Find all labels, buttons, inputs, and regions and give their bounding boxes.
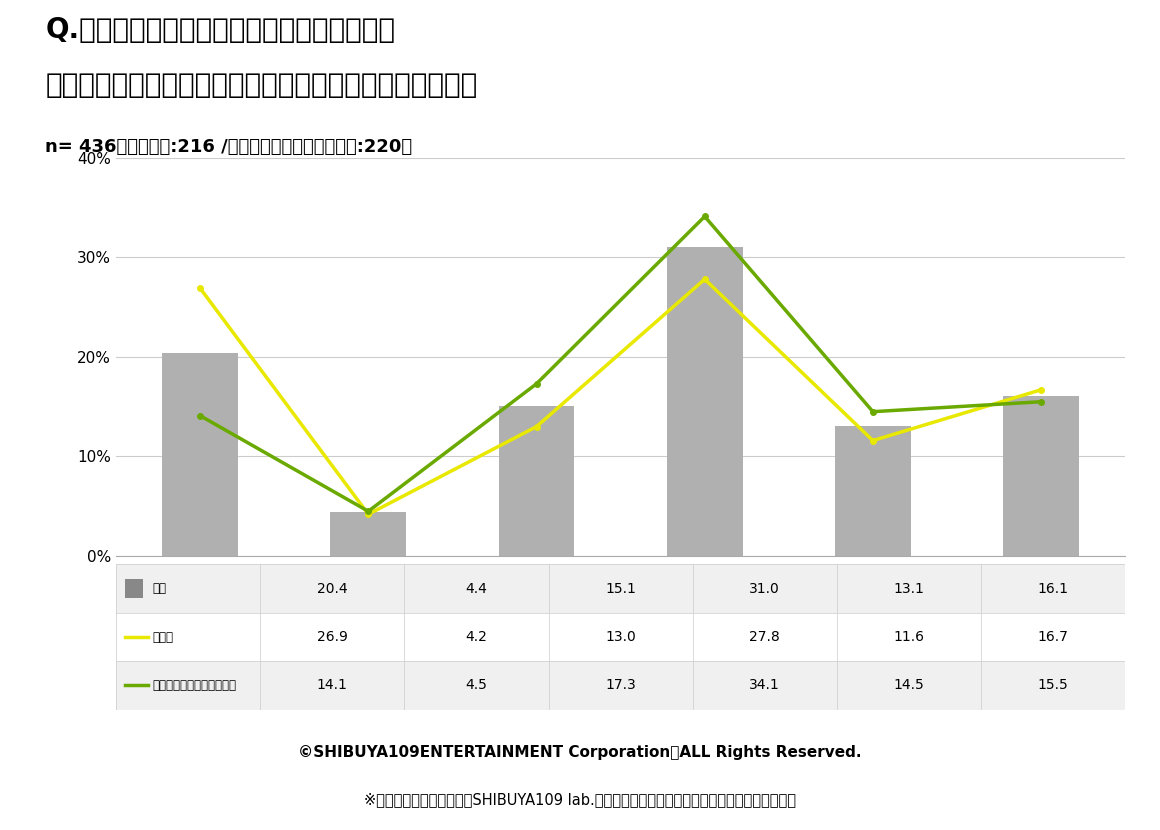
Text: 13.0: 13.0	[606, 630, 636, 644]
Text: 34.1: 34.1	[749, 678, 781, 692]
Text: 4.2: 4.2	[465, 630, 487, 644]
Text: ©SHIBUYA109ENTERTAINMENT Corporation　ALL Rights Reserved.: ©SHIBUYA109ENTERTAINMENT Corporation ALL…	[298, 745, 862, 759]
Text: あなたにあてはまるものを教えてください。（単一回答）: あなたにあてはまるものを教えてください。（単一回答）	[45, 71, 478, 100]
Point	[140, 681, 154, 691]
Bar	[835, 426, 911, 556]
Text: 14.5: 14.5	[893, 678, 925, 692]
FancyBboxPatch shape	[116, 613, 1125, 662]
FancyBboxPatch shape	[124, 579, 144, 598]
Text: 全体: 全体	[152, 582, 166, 595]
Bar	[162, 353, 238, 556]
Bar	[499, 406, 574, 556]
Bar	[331, 512, 406, 556]
Point	[117, 681, 131, 691]
Bar	[667, 247, 742, 556]
Text: ※ご使用の際は、出典元がSHIBUYA109 lab.である旨を明記くださいますようお願いいたします: ※ご使用の際は、出典元がSHIBUYA109 lab.である旨を明記くださいます…	[364, 793, 796, 808]
Text: 4.4: 4.4	[465, 582, 487, 596]
Text: 16.7: 16.7	[1038, 630, 1068, 644]
Text: 27.8: 27.8	[749, 630, 781, 644]
Text: 13.1: 13.1	[893, 582, 925, 596]
Text: 大学生・短大・専門学校生: 大学生・短大・専門学校生	[152, 679, 235, 692]
Text: 15.1: 15.1	[606, 582, 636, 596]
Text: 16.1: 16.1	[1037, 582, 1068, 596]
Text: 26.9: 26.9	[317, 630, 348, 644]
Point	[140, 632, 154, 642]
Text: 15.5: 15.5	[1038, 678, 1068, 692]
Text: 31.0: 31.0	[749, 582, 781, 596]
Text: 20.4: 20.4	[317, 582, 348, 596]
Point	[117, 632, 131, 642]
Text: Q.あなたの見た目への意識と理想像について: Q.あなたの見た目への意識と理想像について	[45, 16, 396, 44]
Text: n= 436　（高校生:216 /大学生・短大・専門学校生:220）: n= 436 （高校生:216 /大学生・短大・専門学校生:220）	[45, 138, 413, 155]
Text: 17.3: 17.3	[606, 678, 636, 692]
FancyBboxPatch shape	[116, 662, 1125, 710]
Text: 4.5: 4.5	[465, 678, 487, 692]
Text: 11.6: 11.6	[893, 630, 925, 644]
Bar	[1003, 396, 1079, 556]
FancyBboxPatch shape	[116, 564, 1125, 613]
Text: 高校生: 高校生	[152, 631, 173, 643]
Text: 14.1: 14.1	[317, 678, 348, 692]
